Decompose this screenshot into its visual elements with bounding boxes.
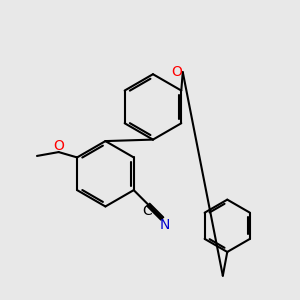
Text: O: O — [53, 139, 64, 152]
Text: N: N — [159, 218, 170, 232]
Text: O: O — [171, 64, 182, 79]
Text: C: C — [142, 204, 152, 218]
